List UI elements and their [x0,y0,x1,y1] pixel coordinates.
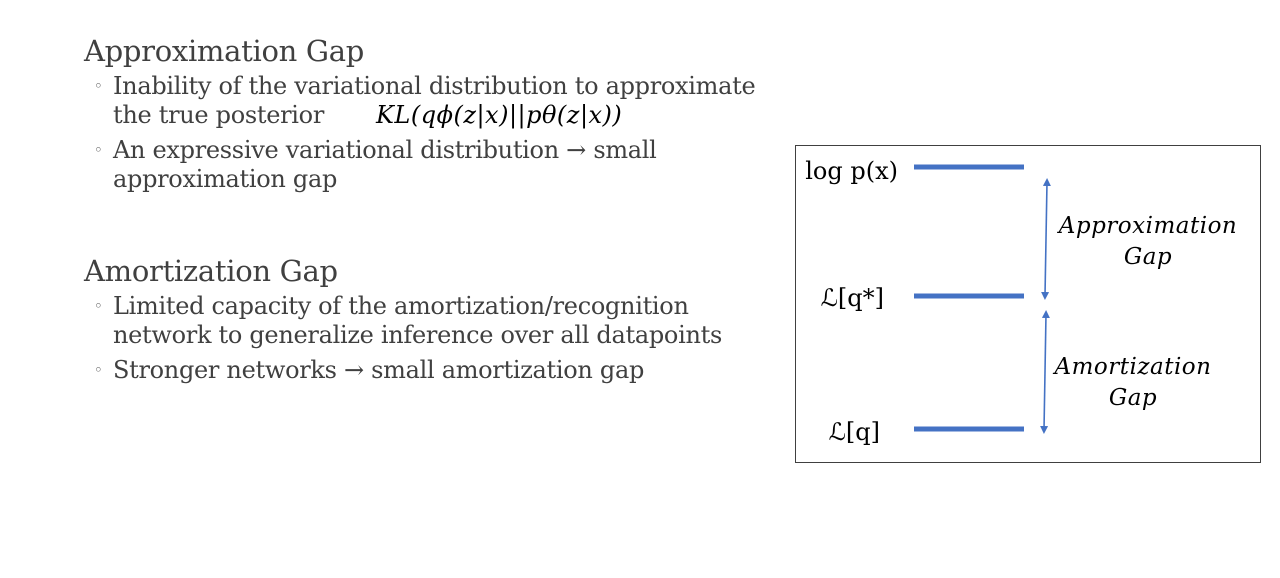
bullet-line: Inability of the variational distributio… [113,72,756,100]
amortization-gap-arrow [1040,310,1050,434]
approximation-gap-heading: Approximation Gap [84,34,365,68]
approximation-bullet-1: ◦ Inability of the variational distribut… [84,72,756,130]
approximation-bullet-2: ◦ An expressive variational distribution… [84,136,755,194]
bullet-line: Stronger networks → small amortization g… [113,356,645,384]
bullet-marker: ◦ [94,77,103,95]
bullet-line: An expressive variational distribution →… [113,136,657,164]
approximation-gap-label-line2: Gap [1124,244,1172,270]
elbo-q-label: ℒ[q] [829,418,880,446]
amortization-gap-bullets: ◦ Limited capacity of the amortization/r… [84,292,722,385]
gap-diagram: log p(x) ℒ[q*] ℒ[q] Approximation Gap Am… [795,145,1261,463]
kl-divergence-formula: KL(qϕ(z|x)||pθ(z|x)) [376,101,623,129]
bullet-marker: ◦ [94,361,103,379]
approximation-gap-section: Approximation Gap ◦ Inability of the var… [84,33,756,194]
amortization-gap-section: Amortization Gap ◦ Limited capacity of t… [84,253,722,385]
bullet-marker: ◦ [94,141,103,159]
amortization-gap-label-line1: Amortization [1053,354,1212,380]
amortization-bullet-1: ◦ Limited capacity of the amortization/r… [84,292,722,350]
approximation-gap-arrow [1041,178,1051,300]
elbo-qstar-label: ℒ[q*] [821,284,884,312]
bullet-line: approximation gap [113,165,338,193]
gap-diagram-canvas: log p(x) ℒ[q*] ℒ[q] Approximation Gap Am… [805,157,1238,446]
amortization-gap-heading: Amortization Gap [84,254,338,288]
bullet-line-with-math: the true posterior KL(qϕ(z|x)||pθ(z|x)) [113,101,755,130]
bullet-marker: ◦ [94,297,103,315]
amortization-gap-label-line2: Gap [1109,385,1157,411]
approximation-gap-bullets: ◦ Inability of the variational distribut… [84,72,756,194]
approximation-gap-label-line1: Approximation [1057,213,1238,239]
log-px-label: log p(x) [805,157,898,185]
bullet-line: network to generalize inference over all… [113,321,722,349]
amortization-bullet-2: ◦ Stronger networks → small amortization… [84,356,722,385]
bullet-line: the true posterior [113,101,324,129]
bullet-line: Limited capacity of the amortization/rec… [113,292,689,320]
